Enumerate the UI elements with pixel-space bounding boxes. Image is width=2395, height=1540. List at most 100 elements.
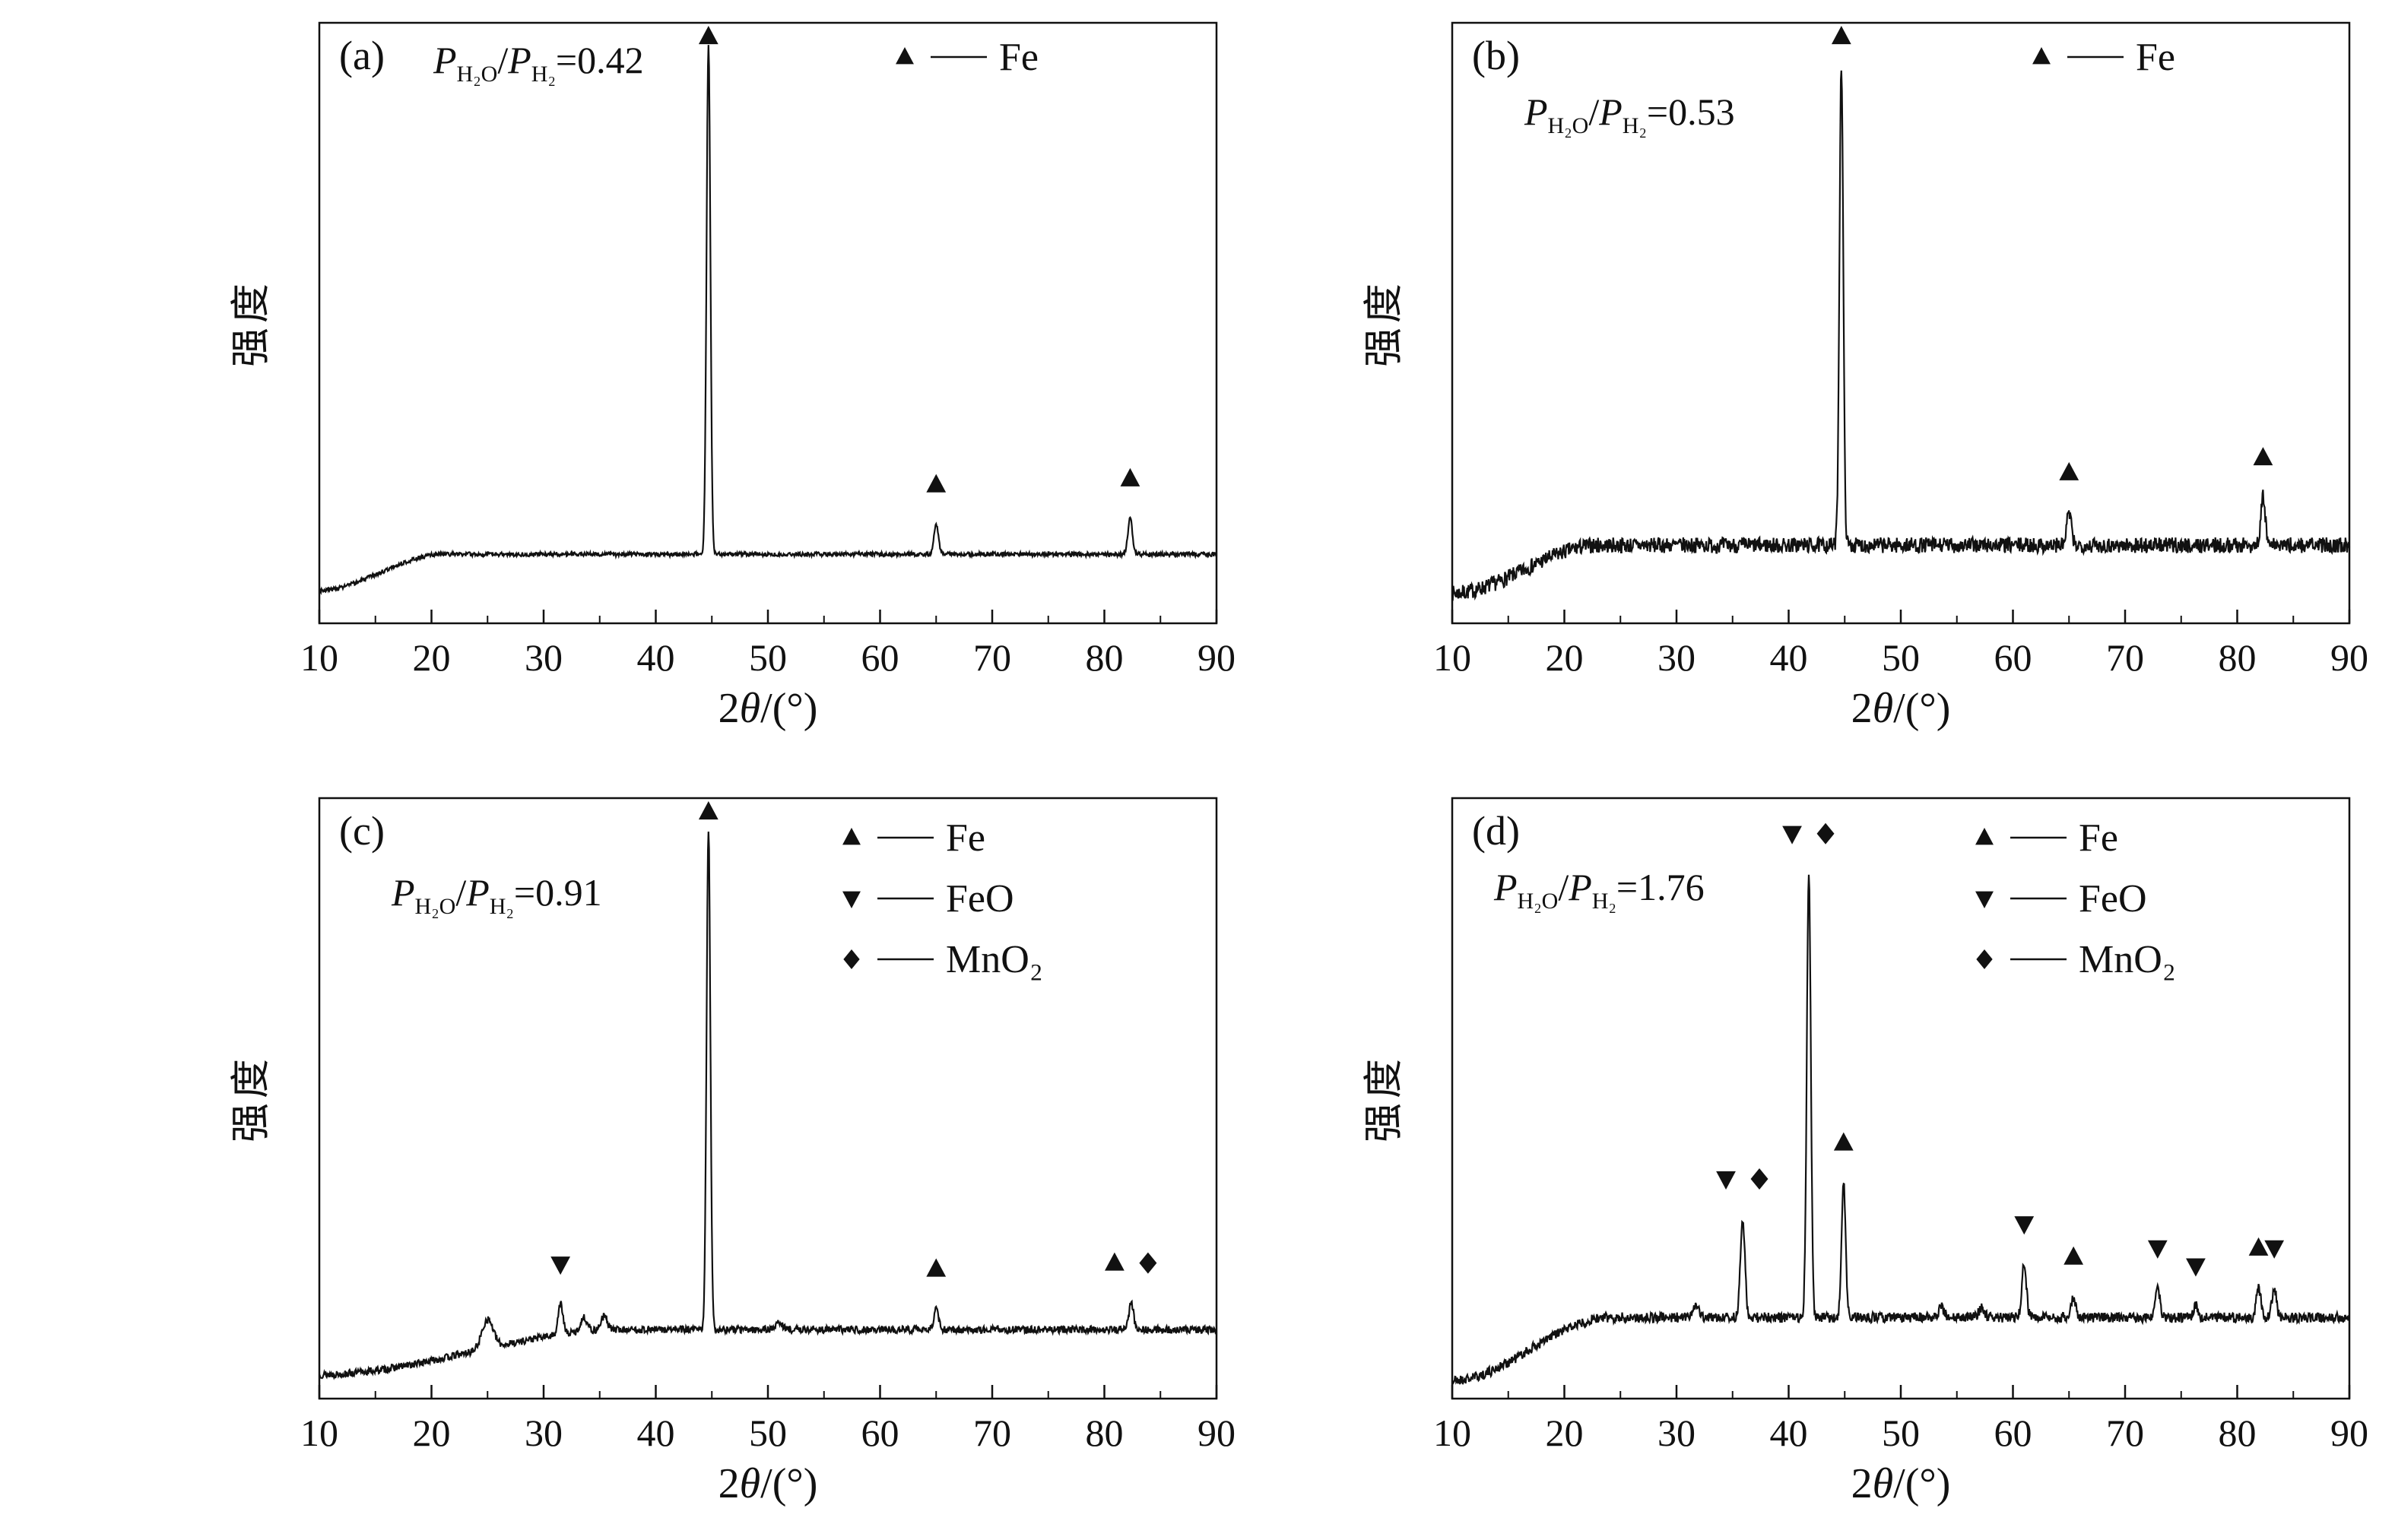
legend-feo-marker-icon bbox=[842, 891, 861, 908]
legend-label-fe: Fe bbox=[946, 816, 985, 860]
legend-label-mno2: MnO₂ bbox=[2079, 938, 2176, 981]
x-tick-label: 30 bbox=[1657, 636, 1696, 679]
x-axis-label: 2θ/(°) bbox=[718, 685, 818, 732]
x-tick-label: 50 bbox=[1882, 1412, 1920, 1454]
x-tick-label: 20 bbox=[413, 1412, 451, 1454]
legend-fe-marker-icon bbox=[1975, 828, 1994, 845]
legend-fe-marker-icon bbox=[842, 828, 861, 845]
feo-peak-marker-icon bbox=[1716, 1171, 1736, 1190]
fe-peak-marker-icon bbox=[1833, 1132, 1854, 1151]
x-tick-label: 10 bbox=[1433, 1412, 1471, 1454]
mno2-peak-marker-icon bbox=[1750, 1168, 1768, 1190]
x-tick-label: 50 bbox=[749, 636, 787, 679]
x-tick-label: 90 bbox=[1198, 636, 1236, 679]
feo-peak-marker-icon bbox=[1782, 825, 1802, 844]
x-tick-label: 70 bbox=[973, 1412, 1011, 1454]
mno2-peak-marker-icon bbox=[1816, 822, 1835, 844]
x-axis-label: 2θ/(°) bbox=[1851, 1460, 1951, 1507]
x-tick-label: 50 bbox=[749, 1412, 787, 1454]
x-tick-label: 90 bbox=[1198, 1412, 1236, 1454]
x-axis-label: 2θ/(°) bbox=[1851, 685, 1951, 732]
x-tick-label: 60 bbox=[1994, 1412, 2032, 1454]
x-tick-label: 50 bbox=[1882, 636, 1920, 679]
y-axis-label: 强度 bbox=[1362, 1054, 1407, 1143]
x-tick-label: 40 bbox=[1770, 636, 1808, 679]
feo-peak-marker-icon bbox=[2014, 1216, 2035, 1235]
fe-peak-marker-icon bbox=[2059, 461, 2079, 480]
x-tick-label: 60 bbox=[861, 1412, 899, 1454]
ratio-annotation: PH₂O/PH₂=0.91 bbox=[392, 871, 602, 919]
x-tick-label: 80 bbox=[1086, 636, 1124, 679]
legend-feo-marker-icon bbox=[1975, 891, 1994, 908]
xrd-curve bbox=[1451, 874, 2351, 1385]
x-tick-label: 20 bbox=[1546, 1412, 1584, 1454]
x-tick-label: 90 bbox=[2330, 1412, 2368, 1454]
fe-peak-marker-icon bbox=[926, 474, 947, 493]
x-tick-label: 90 bbox=[2330, 636, 2368, 679]
feo-peak-marker-icon bbox=[2264, 1240, 2285, 1259]
ratio-annotation: PH₂O/PH₂=0.42 bbox=[433, 39, 644, 87]
x-tick-label: 20 bbox=[1546, 636, 1584, 679]
legend-label-fe: Fe bbox=[2079, 816, 2118, 860]
ratio-annotation: PH₂O/PH₂=0.53 bbox=[1524, 90, 1735, 138]
panel-c: 10 20 30 40 50 60 70 80 90 Fe FeO MnO₂ bbox=[300, 797, 1236, 1454]
x-tick-label: 70 bbox=[973, 636, 1011, 679]
x-tick-label: 10 bbox=[1433, 636, 1471, 679]
fe-peak-marker-icon bbox=[1105, 1252, 1125, 1271]
panel-letter: (b) bbox=[1472, 33, 1520, 78]
feo-peak-marker-icon bbox=[2147, 1240, 2168, 1259]
y-axis-label: 强度 bbox=[230, 278, 274, 368]
x-tick-label: 10 bbox=[300, 636, 338, 679]
legend-label-fe: Fe bbox=[999, 36, 1039, 79]
legend-label-feo: FeO bbox=[2079, 877, 2147, 921]
legend-mno2-marker-icon bbox=[843, 949, 860, 969]
feo-peak-marker-icon bbox=[550, 1256, 571, 1275]
y-axis-label: 强度 bbox=[1362, 278, 1407, 368]
fe-peak-marker-icon bbox=[698, 26, 718, 45]
xrd-curve bbox=[318, 832, 1217, 1380]
x-tick-label: 80 bbox=[2219, 636, 2257, 679]
legend-fe-marker-icon bbox=[896, 47, 914, 65]
x-tick-label: 30 bbox=[525, 1412, 563, 1454]
x-tick-label: 30 bbox=[1657, 1412, 1696, 1454]
x-tick-label: 70 bbox=[2106, 1412, 2144, 1454]
legend-label-fe: Fe bbox=[2136, 36, 2175, 79]
xrd-curve bbox=[1451, 70, 2351, 602]
x-tick-label: 60 bbox=[861, 636, 899, 679]
xrd-curve bbox=[318, 45, 1218, 596]
x-tick-label: 80 bbox=[2219, 1412, 2257, 1454]
panel-letter: (c) bbox=[339, 808, 385, 854]
fe-peak-marker-icon bbox=[1831, 26, 1851, 45]
x-tick-label: 80 bbox=[1086, 1412, 1124, 1454]
fe-peak-marker-icon bbox=[2253, 447, 2273, 466]
axes-frame bbox=[318, 21, 1218, 625]
x-tick-label: 20 bbox=[413, 636, 451, 679]
legend-fe-marker-icon bbox=[2032, 47, 2051, 65]
x-tick-label: 40 bbox=[1770, 1412, 1808, 1454]
panel-d: 10 20 30 40 50 60 70 80 90 Fe FeO MnO₂ bbox=[1433, 797, 2368, 1454]
fe-peak-marker-icon bbox=[926, 1258, 947, 1277]
mno2-peak-marker-icon bbox=[1139, 1252, 1157, 1274]
feo-peak-marker-icon bbox=[2186, 1258, 2206, 1277]
y-axis-label: 强度 bbox=[230, 1054, 274, 1143]
legend-label-mno2: MnO₂ bbox=[946, 938, 1043, 981]
ratio-annotation: PH₂O/PH₂=1.76 bbox=[1494, 866, 1705, 914]
x-tick-label: 10 bbox=[300, 1412, 338, 1454]
fe-peak-marker-icon bbox=[698, 801, 718, 820]
legend-mno2-marker-icon bbox=[1976, 949, 1993, 969]
panel-letter: (a) bbox=[339, 33, 385, 78]
x-tick-label: 70 bbox=[2106, 636, 2144, 679]
legend-label-feo: FeO bbox=[946, 877, 1014, 921]
x-tick-label: 60 bbox=[1994, 636, 2032, 679]
panel-letter: (d) bbox=[1472, 808, 1520, 854]
x-tick-label: 30 bbox=[525, 636, 563, 679]
fe-peak-marker-icon bbox=[1120, 467, 1140, 486]
fe-peak-marker-icon bbox=[2064, 1246, 2084, 1265]
x-tick-label: 40 bbox=[637, 1412, 675, 1454]
panel-b: 10 20 30 40 50 60 70 80 90 Fe bbox=[1433, 21, 2368, 679]
fe-peak-marker-icon bbox=[2248, 1237, 2269, 1256]
panel-a: 10 20 30 40 50 60 70 80 90 Fe bbox=[300, 21, 1236, 679]
x-axis-label: 2θ/(°) bbox=[718, 1460, 818, 1507]
